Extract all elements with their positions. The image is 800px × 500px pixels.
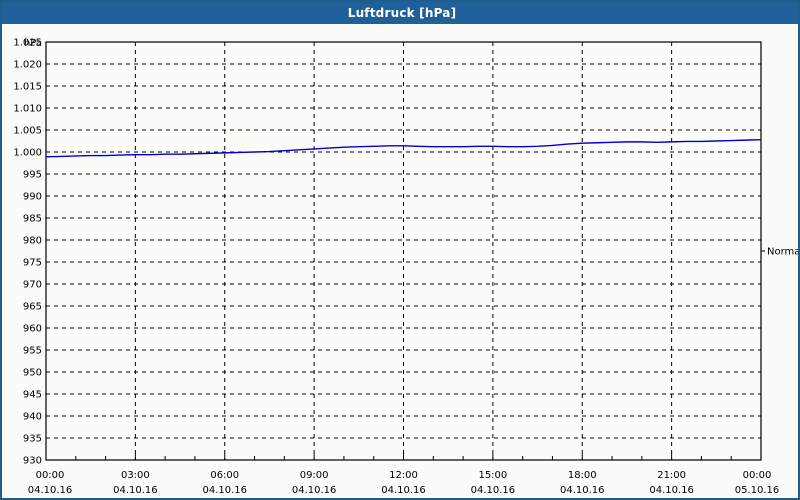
x-tick-label-time: 21:00 (657, 470, 686, 481)
grid-lines (46, 41, 761, 460)
x-tick-label-date: 04.10.16 (113, 485, 158, 496)
x-tick-label-time: 18:00 (568, 470, 597, 481)
annotations: Normal (761, 247, 798, 258)
y-tick-label: 935 (23, 434, 42, 445)
y-tick-label: 960 (23, 324, 42, 335)
y-tick-label: 1.025 (13, 38, 42, 49)
series-line (45, 138, 762, 158)
x-tick-label-date: 04.10.16 (28, 485, 73, 496)
y-tick-label: 950 (23, 368, 42, 379)
x-tick-label-date: 04.10.16 (202, 485, 247, 496)
x-tick-label-date: 04.10.16 (381, 485, 426, 496)
y-tick-label: 1.005 (13, 126, 42, 137)
y-tick-label: 940 (23, 412, 42, 423)
x-tick-label-date: 04.10.16 (292, 485, 337, 496)
pressure-line-chart: 1.025 1.020 1.015 1.010 1.005 1.000 995 990 985 9… (13, 38, 798, 497)
x-tick-label-date: 04.10.16 (560, 485, 605, 496)
y-tick-label: 955 (23, 346, 42, 357)
x-tick-label-time: 15:00 (478, 470, 507, 481)
x-tick-label-time: 00:00 (36, 470, 65, 481)
x-tick-label-time: 12:00 (389, 470, 418, 481)
y-tick-label: 1.000 (13, 148, 42, 159)
x-tick-label-time: 03:00 (121, 470, 150, 481)
x-axis-ticks: 00:00 04.10.16 03:00 04.10.16 06:00 04.10.16 0… (28, 454, 780, 496)
x-tick-label-time: 00:00 (743, 470, 772, 481)
x-tick-label-date: 04.10.16 (649, 485, 694, 496)
y-tick-label: 1.010 (13, 104, 42, 115)
y-tick-label: 965 (23, 302, 42, 313)
y-tick-label: 980 (23, 236, 42, 247)
x-tick-label-date: 05.10.16 (735, 485, 780, 496)
window-title-bar: Luftdruck [hPa] (2, 2, 798, 24)
y-tick-label: 1.020 (13, 60, 42, 71)
chart-area: 1.025 1.020 1.015 1.010 1.005 1.000 995 990 985 9… (2, 24, 798, 498)
y-axis-label: hPa (24, 38, 42, 49)
y-tick-label: 930 (23, 456, 42, 467)
y-tick-label: 1.015 (13, 82, 42, 93)
annotation-label-normal: Normal (767, 247, 798, 258)
y-tick-label: 945 (23, 390, 42, 401)
y-tick-label: 970 (23, 280, 42, 291)
x-tick-label-time: 06:00 (210, 470, 239, 481)
y-axis-ticks: 1.025 1.020 1.015 1.010 1.005 1.000 995 990 985 9… (13, 38, 50, 467)
x-tick-label-time: 09:00 (300, 470, 329, 481)
y-tick-label: 990 (23, 192, 42, 203)
y-tick-label: 975 (23, 258, 42, 269)
page-title: Luftdruck [hPa] (347, 6, 457, 20)
x-tick-label-date: 04.10.16 (471, 485, 516, 496)
y-tick-label: 995 (23, 170, 42, 181)
data-series (45, 138, 762, 158)
y-tick-label: 985 (23, 214, 42, 225)
